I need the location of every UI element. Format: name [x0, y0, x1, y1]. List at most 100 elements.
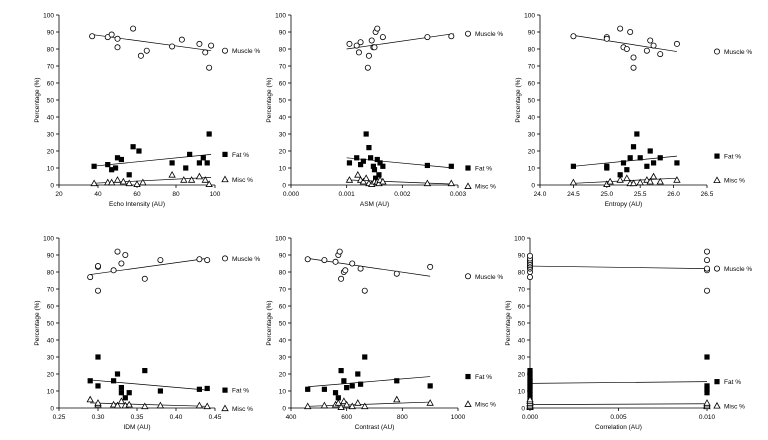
y-tick-label: 40 — [47, 115, 55, 122]
y-tick-label: 70 — [47, 64, 55, 71]
data-point — [201, 176, 209, 183]
data-point — [704, 248, 711, 255]
data-point — [202, 49, 209, 56]
x-axis-title: Contrast (AU) — [355, 424, 395, 431]
y-tick-label: 20 — [47, 149, 55, 156]
data-point — [527, 368, 533, 374]
y-axis-title: Percentage (%) — [34, 77, 41, 122]
data-point — [320, 401, 329, 409]
data-point — [321, 386, 327, 392]
data-point — [305, 386, 311, 392]
data-point — [304, 402, 312, 410]
y-tick-label: 0 — [50, 406, 54, 413]
data-point — [620, 160, 627, 166]
data-point — [643, 47, 650, 54]
y-tick-label: 40 — [279, 115, 287, 122]
data-point — [570, 163, 576, 169]
data-point — [647, 37, 654, 44]
data-point — [95, 287, 102, 294]
chart-panel-2: 0 10 20 30 40 50 60 70 80 90 100 0.000 0.001 0.002 0.0… — [266, 13, 503, 209]
legend-marker — [714, 153, 720, 159]
legend-marker — [221, 47, 228, 54]
data-point — [126, 390, 132, 396]
y-tick-label: 50 — [279, 98, 287, 105]
legend-marker — [714, 379, 720, 385]
data-point — [332, 258, 339, 265]
data-point — [114, 155, 121, 161]
data-point — [630, 64, 637, 71]
y-tick-label: 0 — [521, 406, 525, 413]
data-point — [526, 395, 534, 403]
y-axis-title: Percentage (%) — [266, 300, 273, 345]
data-point — [361, 287, 368, 294]
data-point — [427, 263, 434, 270]
y-tick-label: 80 — [528, 47, 536, 54]
legend-label: Fat % — [232, 388, 249, 395]
data-point — [204, 160, 210, 166]
data-point — [623, 46, 630, 53]
data-point — [90, 179, 98, 187]
legend-label: Misc % — [232, 177, 253, 184]
legend-label: Misc % — [724, 178, 745, 185]
data-point — [169, 43, 176, 50]
data-point — [109, 400, 118, 408]
data-point — [527, 252, 534, 259]
data-point — [136, 148, 142, 154]
legend-marker — [221, 255, 228, 262]
data-point — [650, 42, 657, 49]
x-tick-label: 600 — [341, 414, 352, 421]
series-muscle — [89, 25, 215, 71]
legend-label: Muscle % — [724, 266, 752, 273]
y-tick-label: 30 — [279, 132, 287, 139]
data-point — [157, 388, 163, 394]
data-point — [113, 401, 122, 409]
x-tick-label: 0.30 — [92, 414, 105, 421]
data-point — [643, 176, 651, 183]
y-tick-label: 30 — [518, 355, 526, 362]
legend-marker — [713, 401, 721, 409]
legend-marker — [464, 273, 471, 280]
data-point — [118, 156, 124, 163]
data-point — [355, 49, 362, 56]
data-point — [357, 265, 364, 272]
data-point — [143, 47, 150, 54]
data-point — [368, 37, 375, 44]
legend-marker — [464, 400, 472, 407]
y-tick-label: 80 — [47, 47, 55, 54]
legend-label: Misc % — [724, 403, 745, 410]
data-point — [304, 256, 311, 263]
data-point — [371, 44, 378, 51]
data-point — [371, 167, 378, 173]
data-point — [627, 28, 634, 35]
y-tick-label: 50 — [279, 321, 287, 328]
data-point — [168, 170, 176, 178]
y-tick-label: 60 — [518, 304, 526, 311]
y-tick-label: 60 — [47, 304, 55, 311]
data-point — [606, 177, 614, 185]
data-point — [657, 155, 663, 161]
data-point — [617, 25, 624, 32]
y-tick-label: 100 — [275, 13, 286, 20]
y-tick-label: 90 — [279, 30, 287, 37]
data-point — [376, 172, 382, 178]
y-tick-label: 0 — [50, 183, 54, 190]
data-point — [704, 287, 711, 294]
x-tick-label: 0.25 — [53, 414, 66, 421]
data-point — [114, 248, 121, 255]
data-point — [355, 371, 361, 377]
data-point — [204, 257, 211, 264]
y-tick-label: 40 — [279, 338, 287, 345]
fit-line — [529, 381, 708, 384]
data-point — [673, 176, 681, 183]
data-point — [370, 163, 376, 169]
series-fat — [570, 131, 680, 178]
data-point — [208, 42, 215, 49]
data-point — [616, 176, 624, 183]
y-tick-label: 40 — [518, 338, 526, 345]
y-tick-label: 100 — [524, 13, 535, 20]
data-point — [109, 167, 115, 173]
data-point — [362, 354, 368, 360]
legend-label: Misc % — [232, 406, 253, 413]
data-point — [349, 260, 356, 267]
